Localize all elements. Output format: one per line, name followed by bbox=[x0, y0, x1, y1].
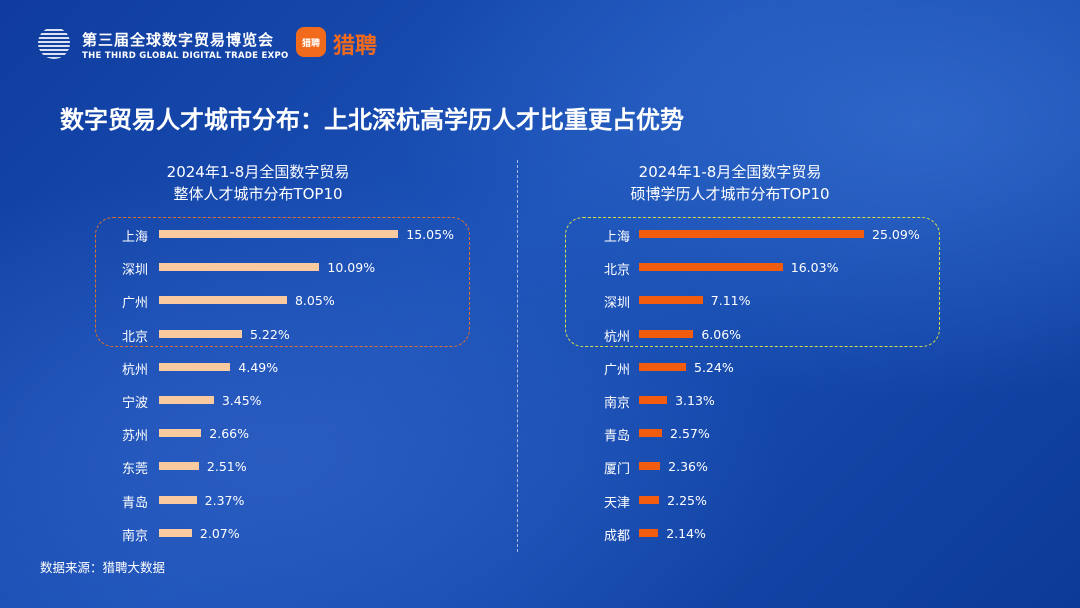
left-category-label: 上海 bbox=[122, 230, 149, 245]
liepin-logo-icon: 猎聘 bbox=[296, 27, 326, 57]
left-category-label: 广州 bbox=[122, 296, 149, 312]
left-category-label: 东莞 bbox=[122, 462, 149, 478]
left-bar bbox=[159, 362, 231, 371]
right-value-label: 5.24% bbox=[694, 359, 734, 375]
left-category-label: 青岛 bbox=[122, 495, 149, 511]
right-category-label: 广州 bbox=[604, 362, 631, 378]
left-bar bbox=[159, 230, 399, 238]
left-bar bbox=[159, 462, 199, 471]
right-chart-title-line1: 2024年1-8月全国数字贸易 bbox=[638, 163, 822, 181]
right-category-label: 杭州 bbox=[604, 329, 631, 345]
right-chart-title: 2024年1-8月全国数字贸易 硕博学历人才城市分布TOP10 bbox=[550, 161, 910, 205]
right-category-label: 南京 bbox=[604, 396, 631, 411]
left-value-label: 5.22% bbox=[249, 326, 290, 342]
expo-name-cn: 第三届全球数字贸易博览会 bbox=[82, 31, 275, 49]
right-category-label: 天津 bbox=[604, 495, 631, 511]
right-bar bbox=[639, 396, 668, 404]
left-bar bbox=[159, 429, 202, 438]
right-category-label: 深圳 bbox=[604, 296, 631, 312]
left-bar bbox=[159, 495, 197, 504]
right-bar bbox=[639, 429, 663, 438]
left-bar bbox=[159, 528, 192, 537]
left-bar bbox=[159, 296, 287, 305]
left-chart-title-line1: 2024年1-8月全国数字贸易 bbox=[166, 163, 350, 181]
left-value-label: 3.45% bbox=[221, 393, 262, 408]
left-value-label: 2.37% bbox=[204, 492, 245, 508]
right-bar bbox=[639, 495, 660, 504]
left-value-label: 2.07% bbox=[199, 525, 240, 541]
expo-globe-logo bbox=[38, 27, 70, 59]
left-top4-highlight bbox=[95, 217, 470, 347]
left-bar bbox=[159, 263, 320, 272]
right-value-label: 25.09% bbox=[872, 227, 920, 242]
right-top4-highlight bbox=[565, 217, 940, 347]
left-bar bbox=[159, 396, 214, 404]
right-chart-title-line2: 硕博学历人才城市分布TOP10 bbox=[630, 185, 830, 203]
right-bar bbox=[639, 263, 783, 272]
right-category-label: 成都 bbox=[604, 528, 631, 544]
right-bar bbox=[639, 528, 659, 537]
left-category-label: 杭州 bbox=[122, 362, 149, 378]
right-value-label: 7.11% bbox=[710, 293, 751, 309]
right-category-label: 厦门 bbox=[604, 462, 631, 478]
right-category-label: 北京 bbox=[604, 263, 631, 279]
page-title: 数字贸易人才城市分布：上北深杭高学历人才比重更占优势 bbox=[60, 106, 684, 134]
left-category-label: 宁波 bbox=[122, 396, 149, 411]
expo-name-en: THE THIRD GLOBAL DIGITAL TRADE EXPO bbox=[82, 51, 289, 61]
right-value-label: 16.03% bbox=[790, 260, 839, 276]
right-value-label: 3.13% bbox=[675, 393, 715, 408]
right-value-label: 2.36% bbox=[668, 459, 708, 475]
divider bbox=[517, 160, 518, 552]
right-category-label: 青岛 bbox=[604, 429, 631, 445]
right-bar bbox=[639, 296, 703, 305]
right-bar bbox=[639, 230, 865, 238]
left-chart-title-line2: 整体人才城市分布TOP10 bbox=[173, 185, 343, 203]
right-value-label: 2.25% bbox=[667, 492, 707, 508]
right-bar bbox=[639, 462, 661, 471]
left-value-label: 2.51% bbox=[206, 459, 247, 475]
right-value-label: 2.14% bbox=[666, 525, 706, 541]
right-category-label: 上海 bbox=[604, 230, 631, 245]
left-value-label: 8.05% bbox=[294, 293, 335, 309]
right-value-label: 6.06% bbox=[701, 326, 742, 342]
left-chart-title: 2024年1-8月全国数字贸易 整体人才城市分布TOP10 bbox=[78, 161, 438, 205]
right-bar bbox=[639, 362, 686, 371]
left-value-label: 4.49% bbox=[238, 359, 279, 375]
left-value-label: 15.05% bbox=[406, 227, 454, 242]
left-bar bbox=[159, 329, 242, 338]
right-value-label: 2.57% bbox=[670, 426, 710, 442]
right-bar bbox=[639, 329, 694, 338]
left-value-label: 10.09% bbox=[327, 260, 376, 276]
data-source: 数据来源：猎聘大数据 bbox=[40, 560, 166, 575]
liepin-logo-text: 猎聘 bbox=[333, 34, 378, 59]
left-category-label: 苏州 bbox=[122, 429, 149, 445]
left-value-label: 2.66% bbox=[209, 426, 249, 442]
left-category-label: 南京 bbox=[122, 528, 149, 544]
left-category-label: 深圳 bbox=[122, 263, 149, 279]
left-category-label: 北京 bbox=[122, 329, 149, 345]
